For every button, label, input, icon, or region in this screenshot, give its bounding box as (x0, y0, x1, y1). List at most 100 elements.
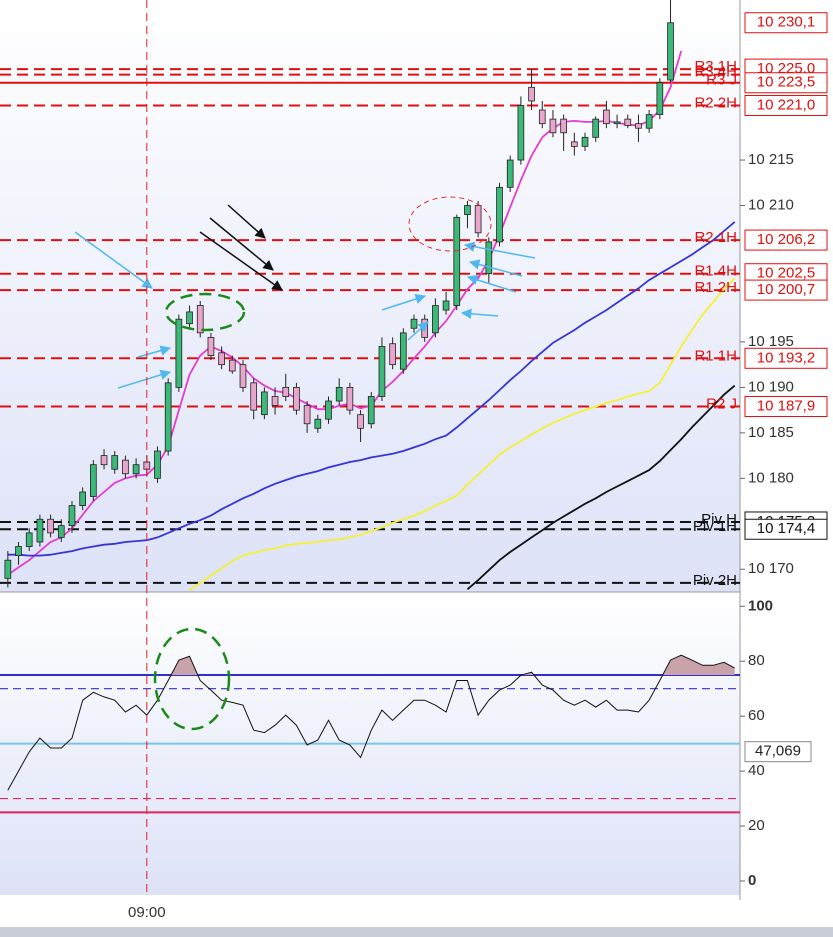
highlight-ellipse (408, 196, 492, 252)
candle-body (271, 396, 279, 406)
candle-body (624, 118, 632, 126)
arrow (468, 259, 523, 277)
candle-body (560, 118, 567, 134)
osc-plot (0, 654, 740, 814)
overbought-fill (7, 655, 735, 675)
price-tag-label: 10 193,2 (757, 349, 815, 366)
y-tick-label: 10 185 (748, 424, 794, 441)
candle-body (496, 186, 503, 243)
level-name: R2 J (706, 395, 737, 412)
candle-body (421, 318, 429, 338)
candle-body (667, 22, 674, 81)
candle-body (250, 382, 258, 411)
candle-body (79, 491, 87, 507)
candle-body (303, 405, 311, 425)
candle-body (36, 518, 44, 543)
level-name: Piv 2H (693, 572, 737, 589)
candle-body (335, 386, 343, 402)
arrow (137, 345, 172, 358)
moving-average (7, 221, 736, 557)
candle-body (47, 518, 54, 534)
candle-body (186, 311, 193, 325)
y-tick-label: 10 190 (748, 378, 794, 395)
y-tick-label: 100 (748, 597, 773, 614)
candle-body (517, 105, 525, 161)
candle-body (538, 109, 546, 125)
y-tick-label: 20 (748, 817, 765, 834)
candle-body (570, 141, 578, 147)
candle-body (228, 359, 236, 372)
moving-average (188, 277, 736, 591)
price-tag-label: 10 221,0 (757, 96, 815, 113)
candle-body (100, 455, 108, 466)
price-tag (744, 518, 828, 540)
y-tick-label: 10 180 (748, 469, 794, 486)
candle-body (4, 559, 12, 579)
candle-body (68, 505, 76, 527)
level-name: R3 1H (694, 58, 737, 75)
candle-body (645, 114, 653, 129)
y-tick-label: 60 (748, 707, 765, 724)
candle-body (485, 241, 493, 275)
moving-average (7, 50, 683, 576)
candle-body (656, 82, 664, 115)
candle-body (57, 525, 65, 538)
candle-body (132, 464, 140, 475)
candle-body (389, 343, 396, 366)
value-tag (744, 741, 812, 763)
arrow (463, 241, 536, 259)
y-tick-label: 10 210 (748, 196, 794, 213)
candle-body (410, 318, 418, 329)
highlight-ellipse (153, 627, 231, 731)
candle-body (164, 382, 172, 452)
candle-body (15, 546, 22, 557)
arrow (407, 321, 429, 341)
arrow (209, 217, 274, 271)
candle-body (239, 364, 247, 388)
value-tag-label: 47,069 (755, 743, 801, 760)
candle-body (442, 300, 450, 311)
level-name: R3 4H (694, 64, 737, 81)
price-tag (744, 347, 828, 369)
candle-body (122, 459, 129, 475)
last-price-tag (744, 12, 828, 34)
moving-average (466, 384, 736, 590)
y-tick-label: 80 (748, 652, 765, 669)
last-price-label: 10 230,1 (757, 14, 815, 31)
x-tick-label: 09:00 (128, 904, 166, 921)
arrow (460, 308, 499, 320)
candle-body (432, 305, 439, 334)
candle-body (282, 386, 290, 397)
candle-body (464, 205, 471, 216)
y-tick-label: 10 170 (748, 560, 794, 577)
price-tag-label: 10 202,5 (757, 265, 815, 282)
bottom-bar (0, 927, 833, 937)
arrow (227, 204, 266, 239)
candle-body (218, 352, 225, 366)
price-tag (744, 94, 828, 116)
axis-bg (740, 0, 833, 937)
level-name: R1 2H (694, 279, 737, 296)
candle-body (196, 305, 204, 334)
level-name: R1 1H (694, 347, 737, 364)
price-tag (744, 279, 828, 301)
candle-body (613, 121, 621, 125)
level-name: R1 4H (694, 263, 737, 280)
arrow (381, 293, 426, 311)
candle-body (528, 86, 535, 102)
candle-body (474, 205, 482, 234)
price-tag-label: 10 187,9 (757, 397, 815, 414)
candle-body (367, 396, 375, 425)
candle-body (549, 118, 557, 134)
price-tag-label: 10 200,7 (757, 281, 815, 298)
arrow (74, 231, 153, 289)
y-tick-label: 0 (748, 872, 756, 889)
candle-body (314, 418, 322, 429)
candle-body (378, 346, 386, 397)
axes: 10 170 10 180 10 185 10 190 10 195 10 210 10 2… (740, 12, 828, 889)
candle-body (325, 400, 332, 420)
level-name: R2 1H (694, 229, 737, 246)
y-tick-label: 10 215 (748, 151, 794, 168)
